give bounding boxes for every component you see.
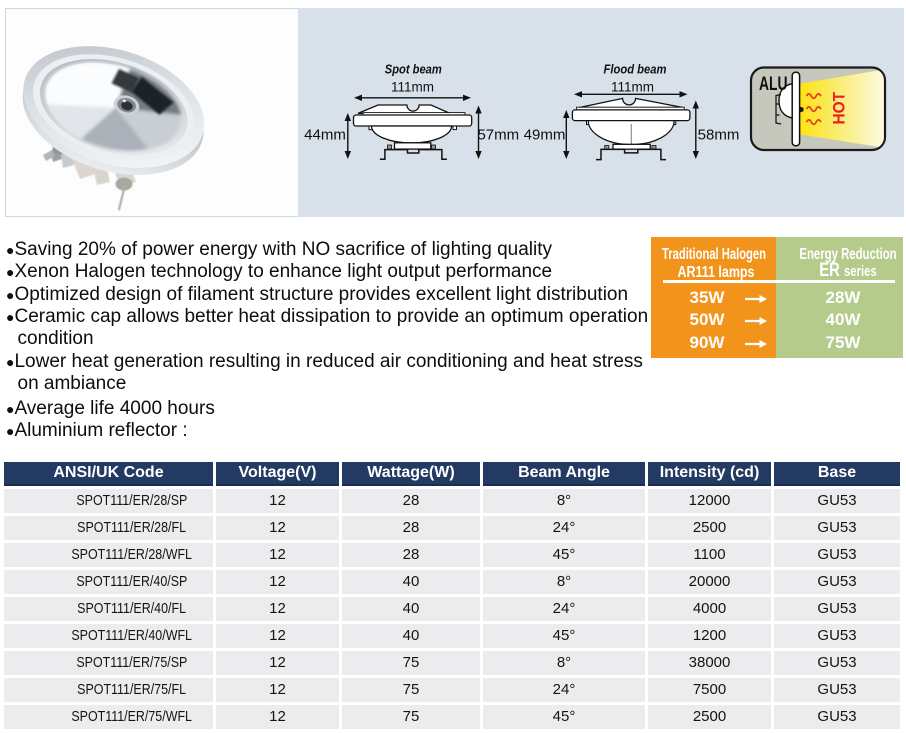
svg-text:HOT: HOT <box>830 92 848 125</box>
svg-text:Flood beam: Flood beam <box>604 62 667 76</box>
svg-text:49mm: 49mm <box>524 127 566 144</box>
svg-text:58mm: 58mm <box>698 127 740 144</box>
svg-text:57mm: 57mm <box>477 127 519 144</box>
svg-text:44mm: 44mm <box>304 127 346 144</box>
svg-text:Spot beam: Spot beam <box>385 62 442 76</box>
svg-text:111mm: 111mm <box>391 80 434 95</box>
svg-text:ALU: ALU <box>759 73 788 95</box>
svg-text:111mm: 111mm <box>611 80 654 95</box>
